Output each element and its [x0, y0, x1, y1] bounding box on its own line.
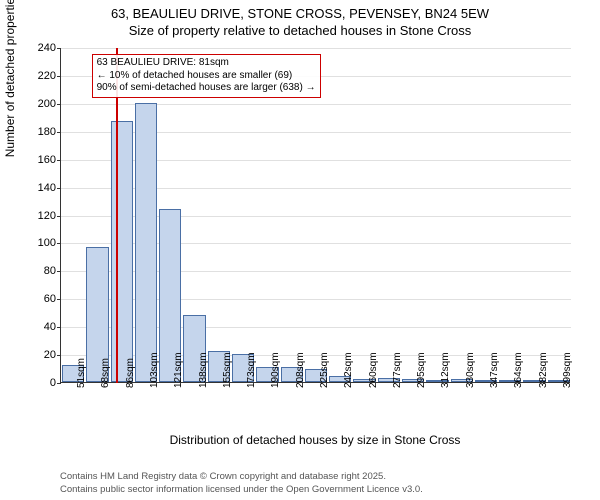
ytick-label: 140 — [26, 182, 56, 194]
ytick-mark — [57, 188, 61, 189]
xtick-label: 277sqm — [392, 352, 403, 388]
histogram-bar — [135, 103, 157, 382]
footer-line2: Contains public sector information licen… — [60, 484, 423, 496]
chart-title: 63, BEAULIEU DRIVE, STONE CROSS, PEVENSE… — [0, 0, 600, 40]
footer-attribution: Contains HM Land Registry data © Crown c… — [60, 471, 423, 496]
footer-line1: Contains HM Land Registry data © Crown c… — [60, 471, 423, 483]
ytick-mark — [57, 104, 61, 105]
ytick-mark — [57, 243, 61, 244]
ytick-mark — [57, 383, 61, 384]
histogram-bar — [111, 121, 133, 382]
xtick-label: 399sqm — [562, 352, 573, 388]
ytick-label: 240 — [26, 42, 56, 54]
gridline — [61, 48, 571, 49]
ytick-mark — [57, 355, 61, 356]
ytick-label: 0 — [26, 377, 56, 389]
plot-region: 02040608010012014016018020022024051sqm68… — [60, 48, 570, 383]
ytick-mark — [57, 271, 61, 272]
ytick-label: 100 — [26, 237, 56, 249]
title-line1: 63, BEAULIEU DRIVE, STONE CROSS, PEVENSE… — [0, 6, 600, 23]
x-axis-label: Distribution of detached houses by size … — [60, 433, 570, 447]
ytick-mark — [57, 299, 61, 300]
annotation-line1: 63 BEAULIEU DRIVE: 81sqm — [97, 57, 316, 70]
ytick-label: 120 — [26, 210, 56, 222]
xtick-label: 242sqm — [343, 352, 354, 388]
xtick-label: 295sqm — [416, 352, 427, 388]
ytick-mark — [57, 76, 61, 77]
chart-area: Number of detached properties 0204060801… — [60, 48, 580, 418]
annotation-line3: 90% of semi-detached houses are larger (… — [97, 82, 316, 95]
ytick-mark — [57, 160, 61, 161]
ytick-mark — [57, 216, 61, 217]
ytick-mark — [57, 327, 61, 328]
xtick-label: 312sqm — [440, 352, 451, 388]
xtick-label: 364sqm — [513, 352, 524, 388]
ytick-label: 40 — [26, 321, 56, 333]
annotation-box: 63 BEAULIEU DRIVE: 81sqm← 10% of detache… — [92, 54, 321, 98]
xtick-label: 225sqm — [319, 352, 330, 388]
ytick-label: 60 — [26, 293, 56, 305]
ytick-label: 80 — [26, 265, 56, 277]
ytick-label: 200 — [26, 98, 56, 110]
xtick-label: 260sqm — [368, 352, 379, 388]
xtick-label: 330sqm — [465, 352, 476, 388]
annotation-line2: ← 10% of detached houses are smaller (69… — [97, 70, 316, 83]
ytick-label: 20 — [26, 349, 56, 361]
ytick-mark — [57, 48, 61, 49]
xtick-label: 382sqm — [538, 352, 549, 388]
ytick-label: 160 — [26, 154, 56, 166]
title-line2: Size of property relative to detached ho… — [0, 23, 600, 40]
ytick-label: 180 — [26, 126, 56, 138]
ytick-label: 220 — [26, 70, 56, 82]
y-axis-label: Number of detached properties — [3, 0, 17, 157]
ytick-mark — [57, 132, 61, 133]
property-marker-line — [116, 48, 118, 383]
xtick-label: 347sqm — [489, 352, 500, 388]
